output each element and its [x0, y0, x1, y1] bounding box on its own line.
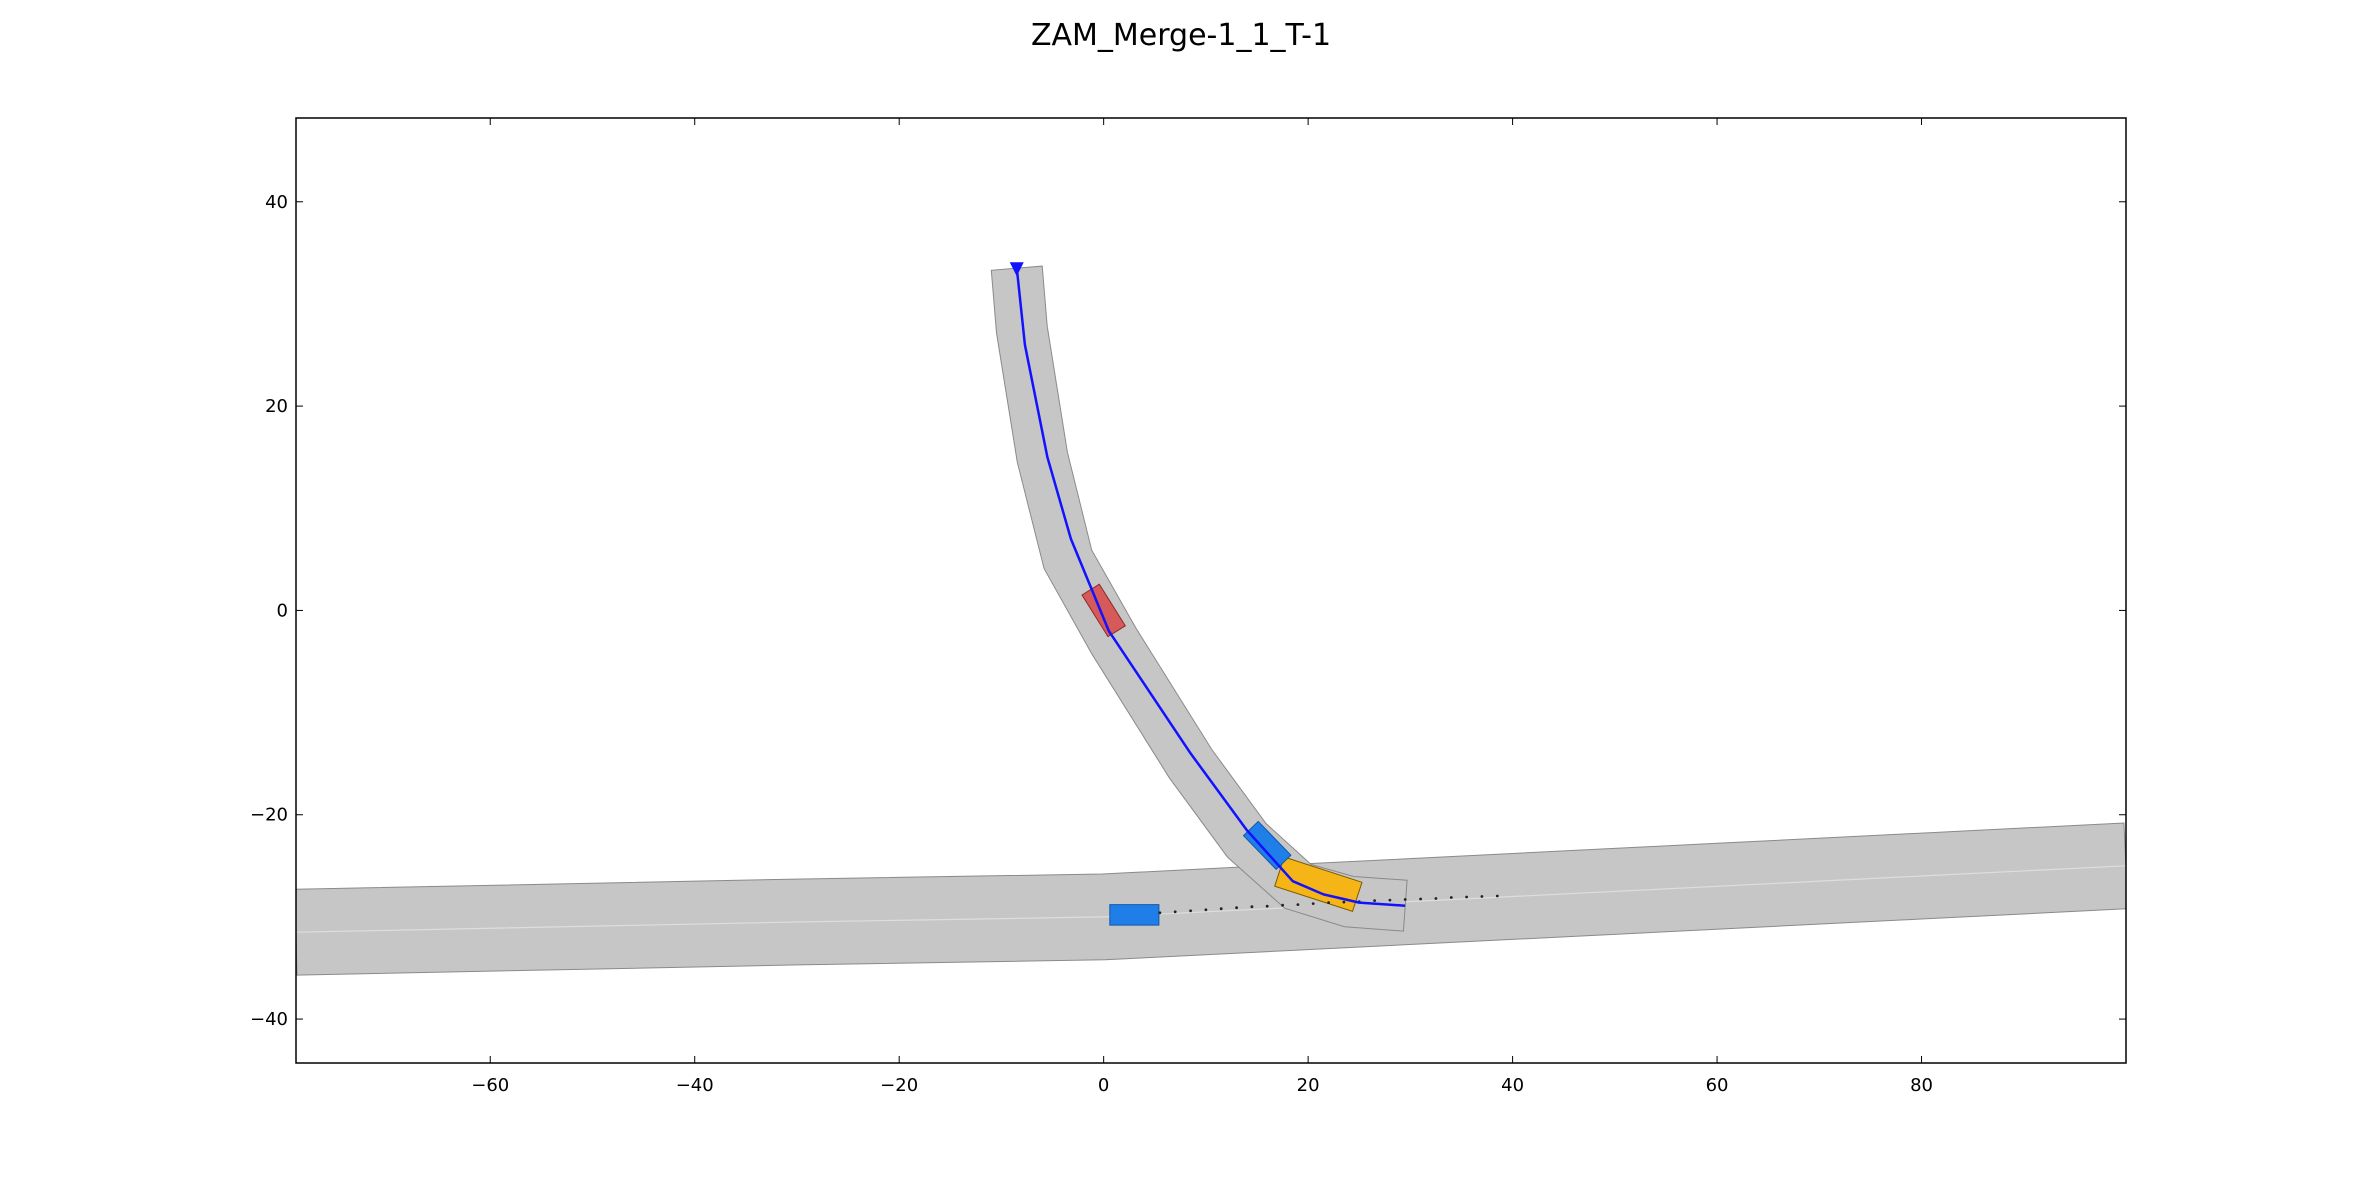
y-tick-label: 20: [265, 396, 288, 417]
prediction-dot: [1250, 905, 1254, 909]
prediction-dot: [1495, 894, 1499, 898]
y-tick-label: −40: [250, 1009, 288, 1030]
prediction-dot: [1480, 895, 1484, 898]
prediction-dot: [1296, 903, 1300, 906]
prediction-dot: [1342, 900, 1346, 904]
y-tick-label: −20: [250, 805, 288, 826]
x-tick-label: −40: [676, 1075, 714, 1096]
x-tick-label: 80: [1910, 1075, 1933, 1096]
prediction-dot: [1189, 909, 1192, 913]
path-start-marker: [1009, 262, 1024, 277]
prediction-dot: [1373, 899, 1376, 902]
y-tick-label: 40: [265, 192, 288, 213]
prediction-dot: [1419, 897, 1422, 901]
x-tick-label: 40: [1501, 1075, 1524, 1096]
x-tick-label: −20: [880, 1075, 918, 1096]
prediction-dot: [1158, 911, 1162, 915]
prediction-dot: [1173, 910, 1177, 914]
prediction-dot: [1388, 898, 1392, 902]
prediction-dot: [1204, 908, 1208, 912]
axis-ticks: −60 −40 −20 0 20 40 60 80 −40 −20 0 20 40: [250, 118, 2126, 1096]
prediction-dot: [1235, 906, 1238, 910]
ramp-road: [990, 265, 1408, 932]
x-tick-label: 0: [1098, 1075, 1109, 1096]
prediction-dot: [1265, 904, 1269, 908]
prediction-dot: [1449, 896, 1453, 899]
prediction-dot: [1465, 895, 1468, 899]
prediction-dot: [1219, 907, 1223, 911]
x-tick-label: 60: [1706, 1075, 1729, 1096]
prediction-dot: [1434, 897, 1438, 900]
prediction-dot: [1403, 898, 1407, 901]
ego-vehicle: [1081, 583, 1126, 638]
main-road: [296, 822, 2126, 976]
y-tick-label: 0: [277, 600, 288, 621]
axes-frame: [295, 117, 2127, 1064]
prediction-dot: [1311, 902, 1315, 905]
x-tick-label: 20: [1297, 1075, 1320, 1096]
main-road-centerline: [296, 865, 2126, 933]
obstacle-vehicle-merging-car: [1242, 820, 1292, 871]
chart-title: ZAM_Merge-1_1_T-1: [1031, 18, 1331, 53]
x-tick-label: −60: [471, 1075, 509, 1096]
obstacle-vehicle-main-road-car: [1109, 904, 1160, 926]
prediction-dot: [1281, 903, 1284, 907]
plot-area: [296, 262, 2126, 976]
planned-path-line: [1015, 268, 1406, 907]
prediction-dot: [1327, 901, 1330, 904]
